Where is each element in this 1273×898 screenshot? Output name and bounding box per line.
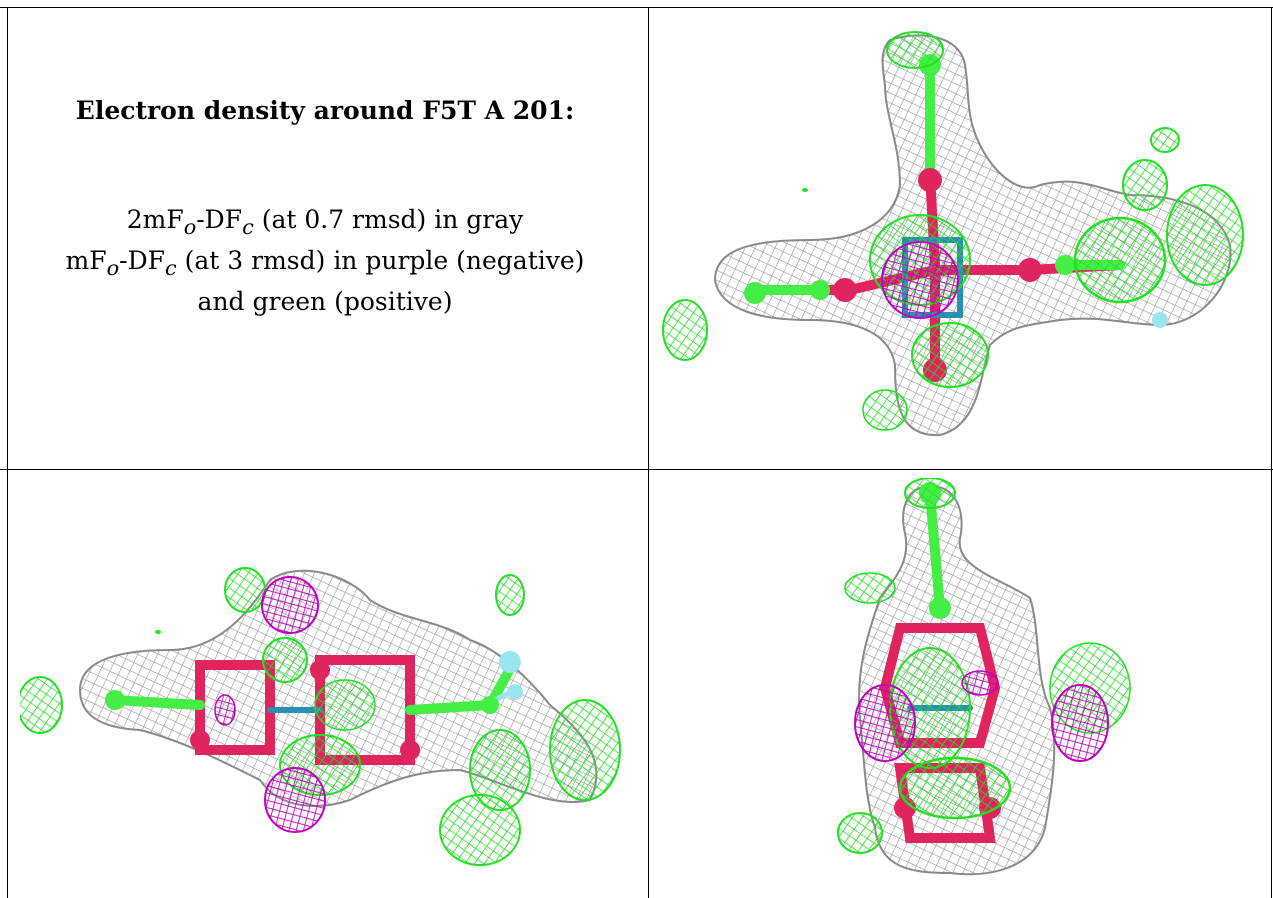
table-right-border bbox=[1271, 7, 1272, 898]
legend-line-2fofc: 2mFo-DFc (at 0.7 rmsd) in gray bbox=[126, 205, 524, 239]
view-top-right bbox=[660, 25, 1265, 455]
caption-title: Electron density around F5T A 201: bbox=[75, 96, 575, 125]
table-middle-divider bbox=[648, 7, 649, 898]
view-bottom-right bbox=[660, 478, 1265, 892]
caption-legend: 2mFo-DFc (at 0.7 rmsd) in gray mFo-DFc (… bbox=[0, 203, 650, 319]
legend-line-colors: and green (positive) bbox=[197, 287, 453, 316]
table-left-border bbox=[7, 7, 8, 898]
electron-density-mesh-view-3 bbox=[837, 478, 1131, 876]
view-bottom-left bbox=[20, 480, 640, 892]
electron-density-mesh-view-2 bbox=[20, 567, 621, 866]
legend-line-fofc: mFo-DFc (at 3 rmsd) in purple (negative) bbox=[65, 246, 585, 280]
table-top-border bbox=[0, 7, 1273, 8]
electron-density-mesh-view-1 bbox=[662, 31, 1244, 437]
table-row-divider bbox=[0, 469, 1273, 470]
